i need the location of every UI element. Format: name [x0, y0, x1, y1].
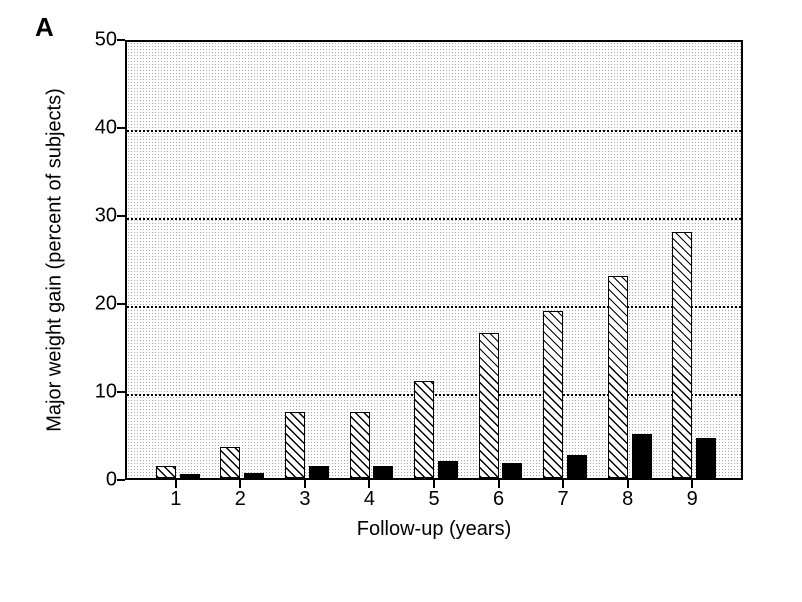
xtick-label: 8: [622, 488, 633, 511]
bar-hatched: [414, 381, 434, 478]
ytick-label: 10: [87, 381, 117, 404]
bar-solid: [309, 466, 329, 478]
xtick-label: 1: [170, 488, 181, 511]
xtick-label: 5: [428, 488, 439, 511]
bar-solid: [696, 438, 716, 478]
ytick-mark: [117, 479, 125, 481]
ytick-label: 50: [87, 29, 117, 52]
chart-container: Major weight gain (percent of subjects) …: [30, 10, 770, 570]
xtick-label: 3: [299, 488, 310, 511]
bar-solid: [632, 434, 652, 478]
xtick-mark: [433, 480, 435, 488]
xtick-mark: [175, 480, 177, 488]
xtick-mark: [239, 480, 241, 488]
xtick-label: 2: [235, 488, 246, 511]
ytick-mark: [117, 303, 125, 305]
ytick-mark: [117, 127, 125, 129]
gridline: [127, 218, 741, 220]
ytick-mark: [117, 215, 125, 217]
x-axis-label: Follow-up (years): [357, 518, 511, 541]
y-axis-label: Major weight gain (percent of subjects): [44, 88, 67, 432]
ytick-mark: [117, 39, 125, 41]
xtick-mark: [368, 480, 370, 488]
xtick-label: 6: [493, 488, 504, 511]
ytick-label: 20: [87, 293, 117, 316]
bar-hatched: [285, 412, 305, 478]
bar-hatched: [350, 412, 370, 478]
ytick-label: 40: [87, 117, 117, 140]
bar-hatched: [220, 447, 240, 478]
bar-hatched: [156, 466, 176, 478]
bar-solid: [180, 474, 200, 478]
gridline: [127, 130, 741, 132]
ytick-label: 0: [87, 469, 117, 492]
ytick-mark: [117, 391, 125, 393]
ytick-label: 30: [87, 205, 117, 228]
bar-solid: [502, 463, 522, 478]
xtick-label: 7: [558, 488, 569, 511]
plot-area: [125, 40, 743, 480]
bar-solid: [244, 473, 264, 478]
xtick-mark: [562, 480, 564, 488]
bar-solid: [373, 466, 393, 478]
xtick-mark: [691, 480, 693, 488]
xtick-mark: [627, 480, 629, 488]
xtick-mark: [304, 480, 306, 488]
bar-solid: [438, 461, 458, 478]
bar-solid: [567, 455, 587, 478]
xtick-mark: [498, 480, 500, 488]
xtick-label: 9: [687, 488, 698, 511]
bar-hatched: [543, 311, 563, 478]
bar-hatched: [479, 333, 499, 478]
gridline: [127, 306, 741, 308]
bar-hatched: [608, 276, 628, 478]
xtick-label: 4: [364, 488, 375, 511]
bar-hatched: [672, 232, 692, 478]
